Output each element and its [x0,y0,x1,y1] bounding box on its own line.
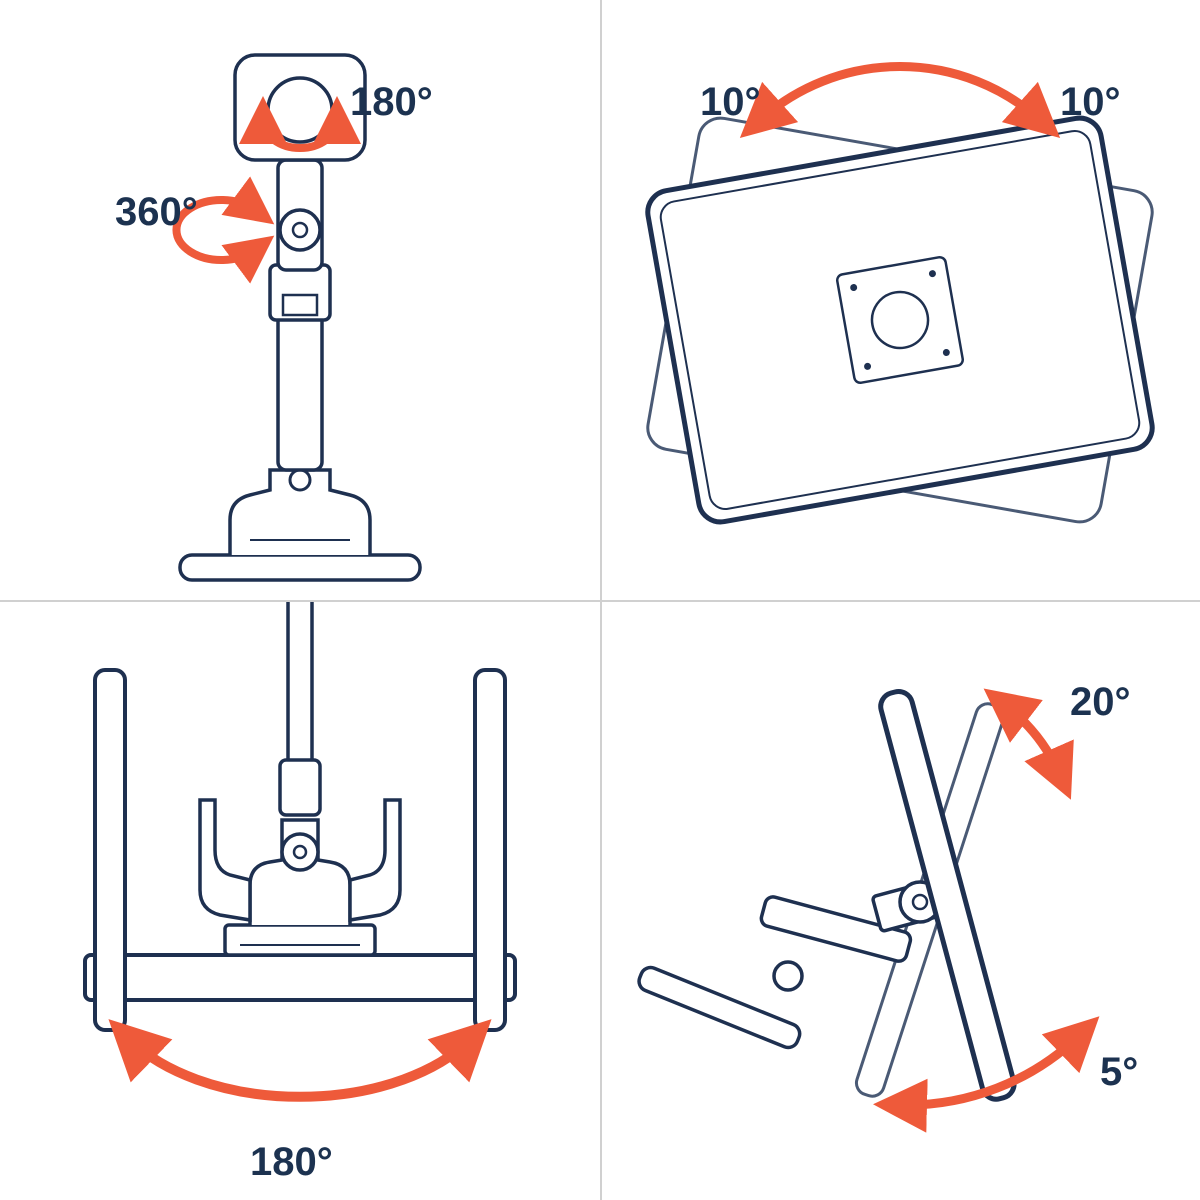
panel-bottom-left: 180° [0,600,600,1200]
label-br-bottom: 5° [1100,1050,1138,1095]
label-bl-swing: 180° [250,1140,333,1185]
label-tl-plate: 180° [350,80,433,125]
label-tl-joint: 360° [115,190,198,235]
label-br-top: 20° [1070,680,1131,725]
bl-drawing [0,600,600,1200]
tl-drawing [0,0,600,600]
panel-top-right: 10° 10° [600,0,1200,600]
diagram-grid: 180° 360° [0,0,1200,1200]
panel-top-left: 180° 360° [0,0,600,600]
label-tr-left: 10° [700,80,761,125]
panel-bottom-right: 20° 5° [600,600,1200,1200]
divider-horizontal [0,600,1200,602]
label-tr-right: 10° [1060,80,1121,125]
